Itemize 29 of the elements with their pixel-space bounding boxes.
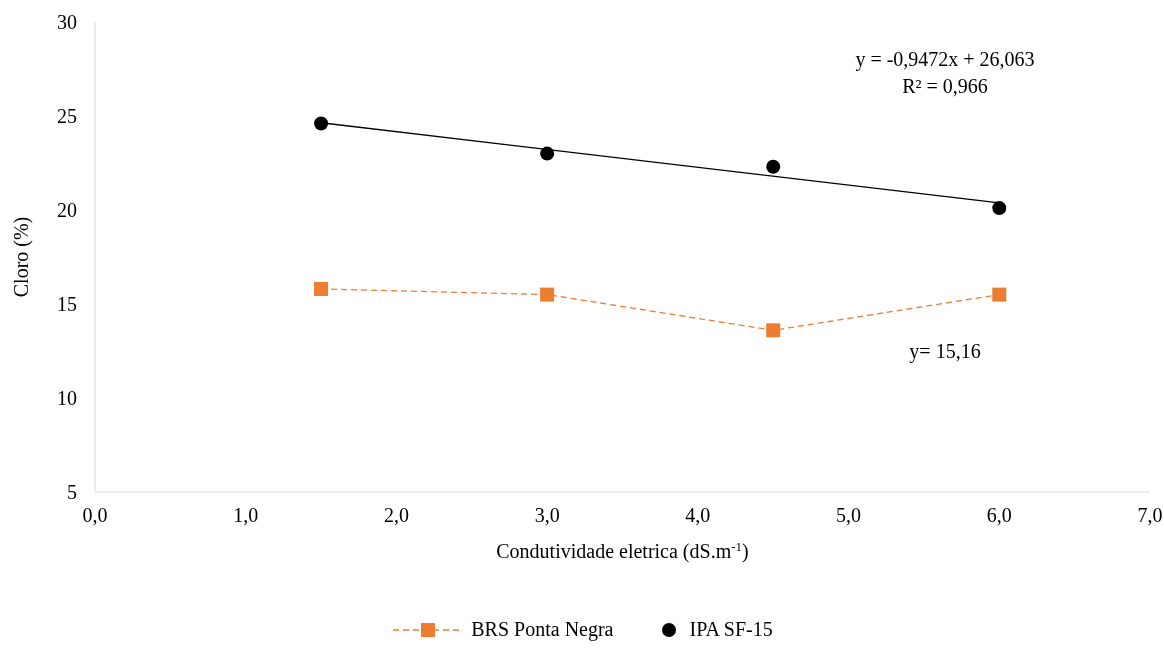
y-tick-label: 5 <box>67 481 77 504</box>
annotation: R² = 0,966 <box>901 75 989 98</box>
point <box>992 287 1007 302</box>
point <box>314 281 329 296</box>
y-axis-title: Cloro (%) <box>10 216 33 298</box>
y-tick-label: 30 <box>57 11 77 34</box>
x-tick-label: 1,0 <box>233 504 259 527</box>
x-tick-label: 4,0 <box>685 504 711 527</box>
x-tick-label: 7,0 <box>1137 504 1163 527</box>
x-axis-title: Condutividade eletrica (dS.m$^{-1}$) <box>496 538 749 563</box>
y-tick-label: 20 <box>57 199 77 222</box>
y-tick-label: 10 <box>57 387 77 410</box>
point <box>540 146 555 161</box>
x-tick-label: 6,0 <box>986 504 1012 527</box>
point <box>992 201 1007 216</box>
x-tick-label: 3,0 <box>534 504 560 527</box>
point <box>766 323 781 338</box>
x-tick-label: 2,0 <box>383 504 409 527</box>
point <box>766 159 781 174</box>
legend-label: IPA SF-15 <box>689 618 773 641</box>
y-tick-label: 25 <box>57 105 77 128</box>
x-tick-label: 0,0 <box>82 504 108 527</box>
x-tick-label: 5,0 <box>836 504 862 527</box>
y-tick-label: 15 <box>57 293 77 316</box>
point <box>540 287 555 302</box>
annotation: y = -0,9472x + 26,063 <box>854 48 1036 71</box>
point <box>314 116 329 131</box>
legend-label: BRS Ponta Negra <box>471 618 614 641</box>
annotation: y= 15,16 <box>908 340 982 363</box>
